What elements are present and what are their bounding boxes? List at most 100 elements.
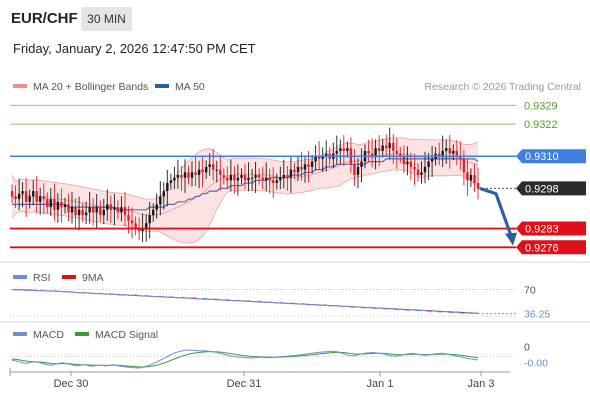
candle <box>10 184 14 204</box>
candle <box>473 164 476 192</box>
candle <box>17 178 21 211</box>
candle <box>250 168 254 191</box>
rsi-line <box>11 289 479 315</box>
pivot-label: 0.9310 <box>525 151 559 163</box>
candle <box>205 160 208 179</box>
candle <box>459 141 462 170</box>
candle <box>42 183 45 215</box>
candle <box>159 181 162 216</box>
candle <box>303 155 307 183</box>
candle <box>321 147 324 172</box>
candle <box>120 196 123 222</box>
current-price-tag <box>516 181 586 196</box>
chart-datetime: Friday, January 2, 2026 12:47:50 PM CET <box>13 41 256 56</box>
candle <box>28 189 31 209</box>
candle <box>166 169 169 207</box>
candle <box>56 192 60 223</box>
support-tag <box>516 221 586 236</box>
candle <box>176 159 180 189</box>
price-levels: 0.9329 0.9322 0.9310 0.9298 0.9283 0.9276 <box>10 100 586 255</box>
currency-pair-title: EUR/CHF <box>11 10 78 27</box>
candle <box>233 166 236 194</box>
candle <box>275 173 278 190</box>
candle <box>180 166 183 191</box>
candle <box>39 187 42 215</box>
candle <box>148 202 151 239</box>
candle <box>420 161 423 184</box>
price-panel <box>10 127 480 244</box>
candle <box>190 161 194 187</box>
macd-ref-label: 0 <box>524 342 530 354</box>
pivot-tag <box>516 149 586 164</box>
candle <box>155 193 158 219</box>
candle <box>360 148 363 183</box>
candle <box>208 153 211 176</box>
rsi-ref-label: 70 <box>524 285 536 297</box>
x-tick-label: Jan 1 <box>367 378 394 390</box>
candle <box>346 141 349 158</box>
candle <box>53 183 56 221</box>
candle <box>74 198 77 229</box>
candle <box>201 156 204 188</box>
candle <box>222 168 225 185</box>
legend-swatch-rsi <box>13 275 27 279</box>
x-tick-label: Jan 3 <box>468 378 495 390</box>
candle <box>282 159 285 189</box>
support-tag <box>516 240 586 255</box>
candle <box>35 175 38 213</box>
legend-rsi-ma: 9MA <box>82 272 104 284</box>
candle <box>130 207 134 239</box>
candle <box>60 188 63 223</box>
candle <box>367 139 370 163</box>
candle <box>77 196 81 231</box>
candle <box>106 189 109 221</box>
candle <box>416 162 420 182</box>
candle <box>32 180 35 206</box>
candle <box>183 159 187 193</box>
candle <box>356 158 360 189</box>
candle <box>194 157 197 186</box>
candle <box>21 182 24 207</box>
candle <box>257 168 261 185</box>
candle <box>374 139 377 170</box>
candle <box>70 191 74 224</box>
candle <box>197 160 201 189</box>
candle <box>215 160 218 183</box>
candle <box>229 159 233 192</box>
candle <box>113 194 116 226</box>
candle <box>445 139 448 164</box>
candle <box>116 200 120 220</box>
candle <box>219 156 222 191</box>
x-axis: Dec 30 Dec 31 Jan 1 Jan 3 <box>9 368 510 390</box>
candle <box>99 200 102 222</box>
x-tick-label: Dec 30 <box>54 378 89 390</box>
candle <box>402 145 406 174</box>
candle <box>430 145 434 177</box>
x-tick-label: Dec 31 <box>227 378 262 390</box>
candle <box>173 166 176 190</box>
candle <box>385 134 388 157</box>
candle <box>317 141 321 170</box>
candle <box>469 168 473 187</box>
legend-rsi: RSI <box>33 272 51 284</box>
candle <box>88 191 91 224</box>
candle <box>95 194 98 228</box>
candle <box>268 168 271 194</box>
legend-swatch-ma50 <box>155 84 169 88</box>
candle <box>455 139 458 166</box>
candle <box>466 159 469 196</box>
legend-ma50: MA 50 <box>175 81 205 93</box>
candle <box>67 193 70 222</box>
price-legend: MA 20 + Bollinger Bands MA 50 <box>13 81 205 93</box>
legend-swatch-rsi-ma <box>62 275 76 279</box>
candle <box>310 154 314 174</box>
candle <box>293 162 296 179</box>
candle <box>441 135 444 168</box>
macd-last-label: -0.00 <box>524 358 548 370</box>
macd-legend: MACD MACD Signal <box>13 329 158 341</box>
candle <box>240 168 243 185</box>
timeframe-badge[interactable]: 30 MIN <box>81 7 132 31</box>
legend-swatch-bollinger <box>13 84 27 88</box>
forecast-arrow <box>479 186 513 237</box>
candle <box>279 166 282 190</box>
